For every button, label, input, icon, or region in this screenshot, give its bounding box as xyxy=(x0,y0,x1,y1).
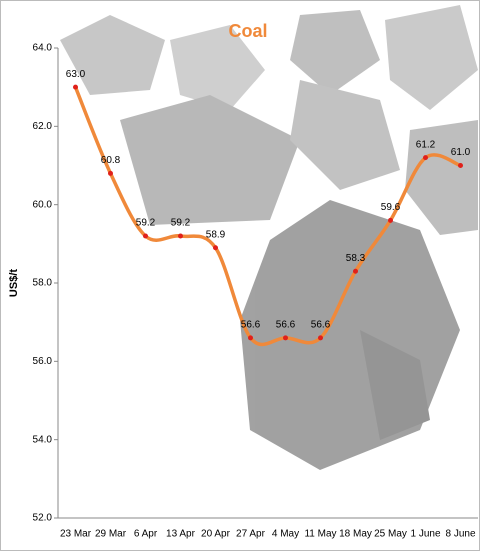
data-label: 60.8 xyxy=(101,155,121,166)
data-label: 56.6 xyxy=(276,319,296,330)
data-label: 59.2 xyxy=(136,218,156,229)
data-label: 61.2 xyxy=(416,139,436,150)
x-tick-label: 1 June xyxy=(410,529,440,540)
marker xyxy=(283,335,288,341)
marker xyxy=(388,217,393,223)
data-label: 63.0 xyxy=(66,69,86,80)
x-tick-label: 8 June xyxy=(445,529,475,540)
data-label: 58.3 xyxy=(346,253,366,264)
background-decoration xyxy=(60,5,478,470)
x-tick-label: 25 May xyxy=(374,529,407,540)
marker xyxy=(458,163,463,168)
x-tick-label: 23 Mar xyxy=(60,529,92,540)
y-tick-label: 60.0 xyxy=(33,199,53,210)
marker xyxy=(423,155,428,161)
x-tick-label: 6 Apr xyxy=(134,529,158,540)
x-tick-label: 20 Apr xyxy=(201,529,231,540)
x-tick-label: 11 May xyxy=(304,529,336,540)
x-tick-label: 18 May xyxy=(339,529,372,540)
marker xyxy=(213,245,218,251)
marker xyxy=(353,268,358,274)
data-label: 59.2 xyxy=(171,218,191,229)
y-tick-label: 64.0 xyxy=(33,43,53,54)
data-label: 56.6 xyxy=(311,319,331,330)
y-tick-label: 52.0 xyxy=(33,513,53,524)
marker xyxy=(178,233,183,239)
data-label: 56.6 xyxy=(241,319,261,330)
line xyxy=(73,86,462,347)
data-label: 61.0 xyxy=(451,147,471,158)
x-tick-label: 13 Apr xyxy=(166,529,196,540)
data-label: 58.9 xyxy=(206,229,226,240)
y-tick-label: 62.0 xyxy=(33,121,53,132)
marker xyxy=(73,84,78,90)
y-tick-label: 56.0 xyxy=(33,356,53,367)
marker xyxy=(143,233,148,239)
x-tick-label: 27 Apr xyxy=(236,529,266,540)
x-tick-label: 29 Mar xyxy=(95,529,127,540)
chart-title: Coal xyxy=(228,21,267,41)
marker xyxy=(108,170,113,176)
marker xyxy=(318,335,323,341)
y-tick-label: 54.0 xyxy=(33,434,53,445)
y-tick-label: 58.0 xyxy=(33,278,53,289)
y-axis-title: US$/t xyxy=(8,269,20,297)
x-tick-label: 4 May xyxy=(272,529,299,540)
data-label: 59.6 xyxy=(381,202,401,213)
marker xyxy=(248,335,253,341)
